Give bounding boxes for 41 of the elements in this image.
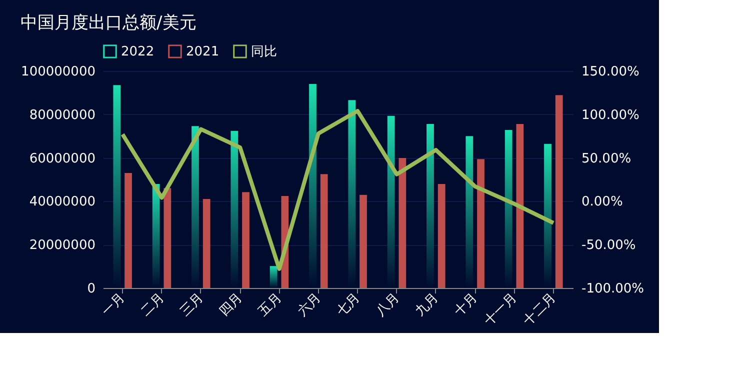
bar	[477, 159, 484, 288]
x-tick-label: 十月	[452, 290, 481, 320]
x-tick-label: 九月	[412, 290, 442, 320]
bar	[164, 188, 172, 288]
bar	[555, 95, 563, 288]
x-tick-label: 六月	[295, 290, 324, 320]
y-tick-label: 40000000	[29, 194, 96, 210]
y2-tick-label: 0.00%	[582, 194, 623, 210]
y-tick-label: 100000000	[21, 64, 96, 80]
legend-label: 2022	[121, 44, 154, 60]
chart-title: 中国月度出口总额/美元	[20, 13, 196, 33]
x-tick-label: 八月	[373, 290, 402, 320]
x-tick-label: 五月	[256, 290, 285, 320]
legend-label: 2021	[186, 44, 220, 60]
y2-tick-label: 150.00%	[582, 64, 640, 80]
x-tick-label: 十二月	[520, 290, 560, 329]
x-tick-label: 四月	[216, 290, 246, 320]
y2-tick-label: -50.00%	[582, 238, 636, 254]
bar	[270, 266, 278, 288]
x-tick-label: 七月	[334, 290, 364, 320]
bar	[398, 158, 406, 288]
bar	[320, 174, 328, 288]
x-tick-label: 十一月	[482, 290, 520, 329]
bar	[242, 192, 250, 288]
y2-tick-label: 100.00%	[582, 108, 640, 123]
y-tick-label: 0	[87, 282, 96, 296]
x-tick-label: 三月	[178, 290, 207, 320]
bar	[202, 199, 210, 288]
y-tick-label: 80000000	[29, 108, 96, 123]
bar	[124, 172, 132, 288]
bar	[438, 184, 446, 288]
legend-label: 同比	[251, 44, 277, 60]
line-series	[120, 108, 556, 271]
y-tick-label: 20000000	[29, 238, 96, 254]
y-tick-label: 60000000	[29, 151, 96, 166]
y2-tick-label: 50.00%	[582, 151, 632, 166]
x-tick-label: 一月	[99, 290, 128, 320]
y2-tick-label: -100.00%	[582, 282, 644, 296]
x-tick-label: 二月	[138, 290, 168, 320]
bar	[516, 124, 524, 288]
bar	[360, 194, 367, 288]
